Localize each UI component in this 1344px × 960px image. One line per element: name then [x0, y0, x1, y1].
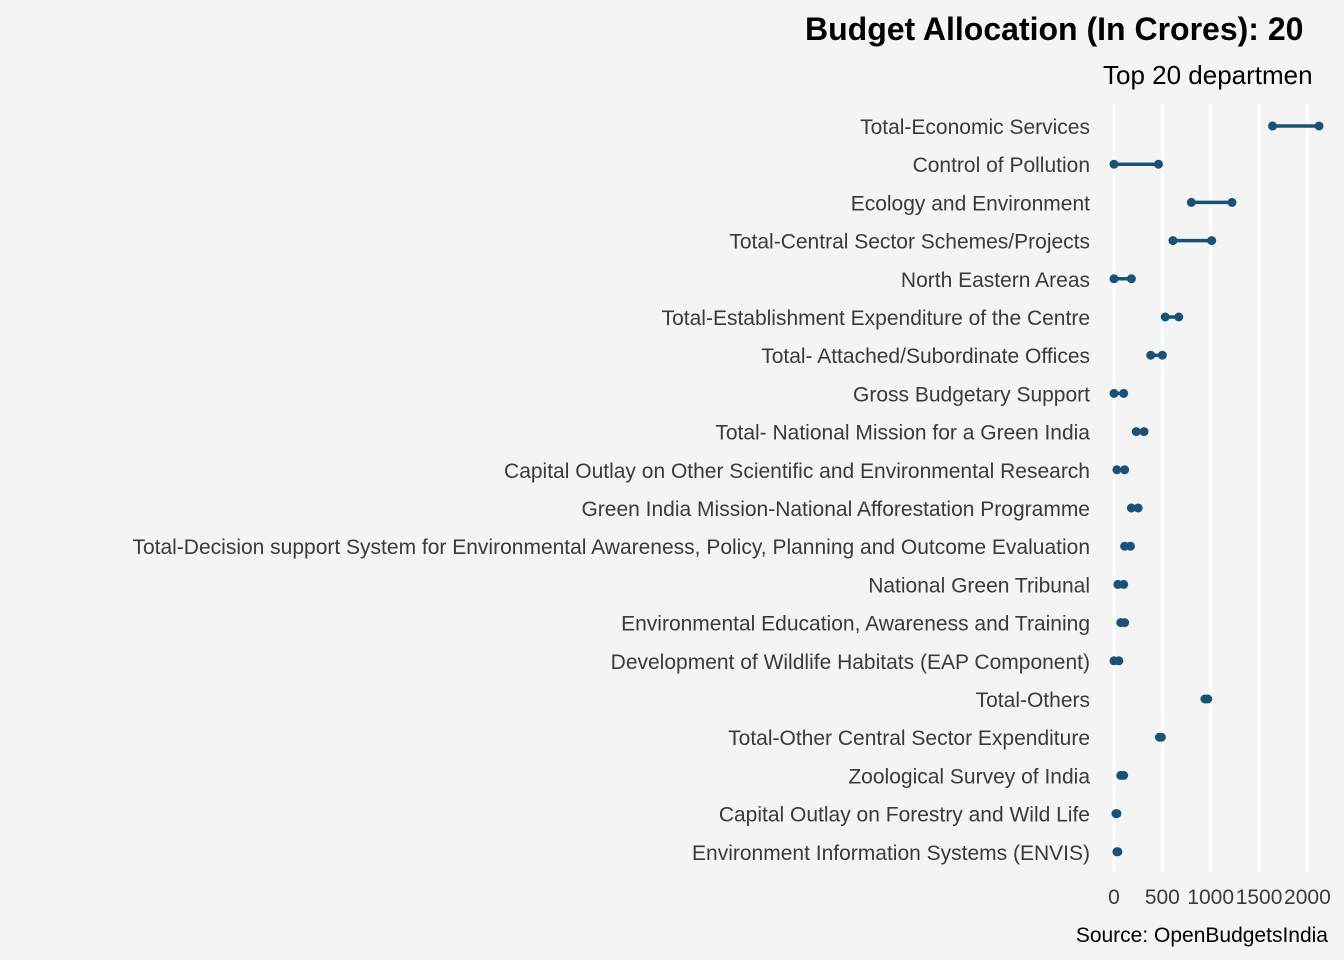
- point-end-3: [1207, 236, 1217, 246]
- point-start-4: [1109, 274, 1119, 284]
- category-label-14: Development of Wildlife Habitats (EAP Co…: [611, 651, 1090, 674]
- chart-caption: Source: OpenBudgetsIndia: [1076, 924, 1328, 947]
- point-end-10: [1133, 503, 1143, 513]
- category-label-18: Capital Outlay on Forestry and Wild Life: [719, 804, 1090, 827]
- category-label-19: Environment Information Systems (ENVIS): [692, 842, 1090, 865]
- x-tick-label-2: 1000: [1187, 886, 1234, 909]
- category-label-10: Green India Mission-National Afforestati…: [581, 498, 1090, 521]
- category-labels: Total-Economic Services Control of Pollut…: [132, 116, 1090, 865]
- point-start-1: [1109, 159, 1119, 169]
- category-label-6: Total- Attached/Subordinate Offices: [761, 345, 1090, 368]
- category-label-1: Control of Pollution: [913, 154, 1090, 177]
- point-start-6: [1146, 350, 1156, 360]
- x-tick-label-4: 2000: [1284, 886, 1331, 909]
- category-label-8: Total- National Mission for a Green Indi…: [715, 422, 1090, 445]
- chart-subtitle: Top 20 departmen: [1103, 60, 1313, 90]
- point-start-9: [1112, 465, 1122, 475]
- point-end-4: [1126, 274, 1136, 284]
- category-label-12: National Green Tribunal: [868, 574, 1090, 597]
- category-label-7: Gross Budgetary Support: [853, 383, 1090, 406]
- point-end-7: [1119, 388, 1129, 398]
- x-axis-ticks: 0 500 1000 1500 2000: [1108, 886, 1331, 909]
- category-label-4: North Eastern Areas: [901, 269, 1090, 292]
- category-label-11: Total-Decision support System for Enviro…: [132, 536, 1090, 559]
- point-start-3: [1168, 236, 1178, 246]
- x-tick-label-0: 0: [1108, 886, 1120, 909]
- point-end-12: [1119, 579, 1129, 589]
- category-label-3: Total-Central Sector Schemes/Projects: [729, 231, 1090, 254]
- x-tick-label-1: 500: [1145, 886, 1180, 909]
- point-end-19: [1113, 847, 1123, 857]
- category-label-2: Ecology and Environment: [851, 192, 1090, 215]
- point-end-13: [1120, 618, 1130, 628]
- point-start-5: [1160, 312, 1170, 322]
- point-end-18: [1112, 809, 1122, 819]
- point-end-17: [1119, 770, 1129, 780]
- point-end-16: [1156, 732, 1166, 742]
- category-label-15: Total-Others: [976, 689, 1090, 712]
- category-label-5: Total-Establishment Expenditure of the C…: [662, 307, 1090, 330]
- point-end-2: [1227, 197, 1237, 207]
- point-end-9: [1120, 465, 1130, 475]
- point-end-6: [1157, 350, 1167, 360]
- point-start-8: [1131, 427, 1141, 437]
- category-label-0: Total-Economic Services: [860, 116, 1090, 139]
- point-end-15: [1203, 694, 1213, 704]
- grid-layer: [1112, 104, 1309, 872]
- point-end-0: [1314, 121, 1324, 131]
- category-label-17: Zoological Survey of India: [848, 765, 1090, 788]
- category-label-13: Environmental Education, Awareness and T…: [621, 613, 1090, 636]
- point-end-1: [1153, 159, 1163, 169]
- point-start-7: [1109, 388, 1119, 398]
- point-end-14: [1114, 656, 1124, 666]
- x-tick-label-3: 1500: [1236, 886, 1283, 909]
- point-start-10: [1126, 503, 1136, 513]
- point-end-11: [1125, 541, 1135, 551]
- point-end-8: [1139, 427, 1149, 437]
- point-end-5: [1174, 312, 1184, 322]
- category-label-9: Capital Outlay on Other Scientific and E…: [504, 460, 1090, 483]
- point-start-0: [1268, 121, 1278, 131]
- dumbbell-marks: [1109, 121, 1324, 857]
- point-start-2: [1186, 197, 1196, 207]
- chart-title: Budget Allocation (In Crores): 20: [805, 11, 1303, 47]
- category-label-16: Total-Other Central Sector Expenditure: [728, 727, 1090, 750]
